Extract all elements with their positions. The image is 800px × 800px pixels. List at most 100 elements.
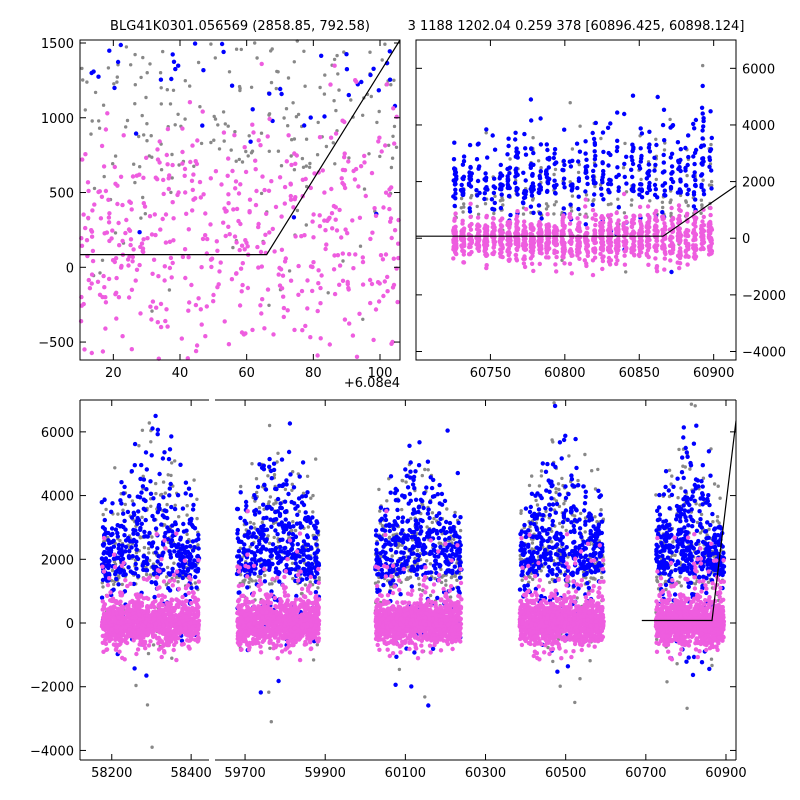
bottom-blue-point — [315, 571, 320, 576]
top-right-grey-point — [648, 199, 652, 203]
top-right-blue-point — [523, 189, 529, 194]
bottom-magenta-point — [108, 590, 113, 595]
top-left-magenta-point — [318, 285, 323, 291]
top-right-xtick-label: 60800 — [544, 366, 585, 381]
top-right-magenta-point — [613, 226, 619, 232]
top-right-blue-point — [538, 142, 544, 147]
top-right-blue-point — [660, 170, 666, 175]
bottom-magenta-point — [105, 582, 111, 588]
top-right-blue-point — [553, 160, 559, 165]
top-right-grey-point — [616, 197, 620, 201]
bottom-blue-point — [130, 539, 135, 544]
top-left-magenta-point — [211, 299, 216, 304]
bottom-blue-point — [182, 548, 187, 553]
bottom-grey-point — [170, 461, 174, 465]
top-left-magenta-point — [81, 212, 86, 217]
top-right-blue-point — [615, 145, 620, 150]
top-left-magenta-point — [305, 306, 310, 311]
top-right-magenta-point — [516, 241, 521, 246]
top-left-magenta-point — [384, 82, 390, 87]
top-right-magenta-point — [615, 258, 620, 263]
top-left-magenta-point — [103, 300, 109, 305]
top-left-grey-point — [140, 113, 144, 118]
top-right-grey-point — [700, 203, 704, 207]
top-right-grey-point — [484, 131, 488, 135]
top-right-blue-point — [552, 178, 557, 183]
top-left-magenta-point — [89, 229, 95, 234]
bottom-blue-point — [170, 566, 175, 572]
top-right-magenta-point — [653, 248, 659, 253]
bottom-grey-point — [154, 491, 158, 496]
bottom-magenta-point — [105, 624, 110, 629]
top-left-magenta-point — [392, 228, 398, 233]
top-right-blue-point — [530, 185, 535, 190]
top-right-blue-point — [669, 176, 674, 182]
top-right-blue-point — [467, 209, 473, 214]
top-right-grey-point — [500, 195, 504, 200]
top-left-magenta-point — [114, 275, 119, 281]
top-right-magenta-point — [522, 237, 527, 242]
top-right-blue-point — [622, 161, 627, 167]
top-left-magenta-point — [258, 143, 263, 148]
top-right-blue-point — [599, 186, 604, 191]
bottom-magenta-point — [174, 657, 179, 663]
bottom-grey-point — [134, 683, 138, 688]
bottom-blue-point — [157, 507, 162, 512]
bottom-blue-point — [157, 471, 162, 477]
bottom-blue-point — [155, 546, 160, 551]
top-right-grey-point — [554, 200, 558, 204]
bottom-blue-point — [193, 574, 198, 580]
top-right-blue-point — [499, 187, 504, 192]
top-right-grey-point — [622, 211, 627, 215]
bottom-blue-point — [109, 509, 114, 514]
top-right-blue-point — [660, 210, 665, 215]
top-right-magenta-point — [692, 237, 697, 242]
top-left-grey-point — [237, 157, 241, 162]
bottom-blue-point — [145, 534, 150, 539]
bottom-blue-point — [100, 542, 106, 547]
bottom-grey-point — [276, 451, 280, 455]
top-right-magenta-point — [460, 228, 465, 233]
top-left-magenta-point — [79, 243, 85, 248]
top-left-grey-point — [142, 133, 146, 137]
top-right-magenta-point — [638, 232, 644, 237]
top-left-magenta-point — [370, 230, 375, 235]
top-left-magenta-point — [380, 257, 386, 262]
top-left-magenta-point — [156, 274, 161, 279]
top-left-magenta-point — [232, 234, 238, 239]
top-left-grey-point — [378, 154, 382, 159]
bottom-magenta-point — [146, 623, 151, 628]
top-right-blue-point — [630, 174, 635, 180]
top-right-magenta-point — [498, 240, 504, 245]
top-left-magenta-point — [394, 114, 399, 120]
bottom-grey-point — [169, 473, 173, 478]
bottom-blue-point — [163, 530, 168, 536]
bottom-grey-point — [267, 690, 271, 694]
top-left-magenta-point — [259, 61, 264, 67]
top-left-grey-point — [112, 82, 116, 86]
bottom-magenta-point — [151, 634, 156, 639]
top-right-magenta-point — [554, 238, 559, 243]
top-right-blue-point — [537, 211, 543, 216]
bottom-blue-point — [143, 517, 148, 523]
top-left-magenta-point — [308, 264, 314, 269]
bottom-blue-point — [304, 533, 310, 538]
top-right-blue-point — [652, 155, 657, 160]
top-left-magenta-point — [182, 173, 187, 178]
top-left-magenta-point — [343, 227, 348, 232]
top-right-magenta-point — [584, 244, 589, 249]
top-right-magenta-point — [492, 225, 497, 230]
top-left-magenta-point — [237, 247, 242, 253]
top-left-magenta-point — [161, 177, 166, 183]
top-left-grey-point — [267, 303, 271, 307]
top-right-magenta-point — [506, 252, 511, 258]
top-left-ytick-label: 500 — [49, 187, 74, 202]
top-right-magenta-point — [676, 226, 682, 231]
top-left-magenta-point — [299, 288, 305, 294]
bottom-blue-point — [282, 499, 288, 504]
top-left-blue-point — [91, 69, 96, 74]
top-left-magenta-point — [279, 214, 284, 219]
bottom-blue-point — [161, 495, 166, 500]
top-left-magenta-point — [261, 240, 266, 246]
top-left-blue-point — [359, 79, 364, 85]
